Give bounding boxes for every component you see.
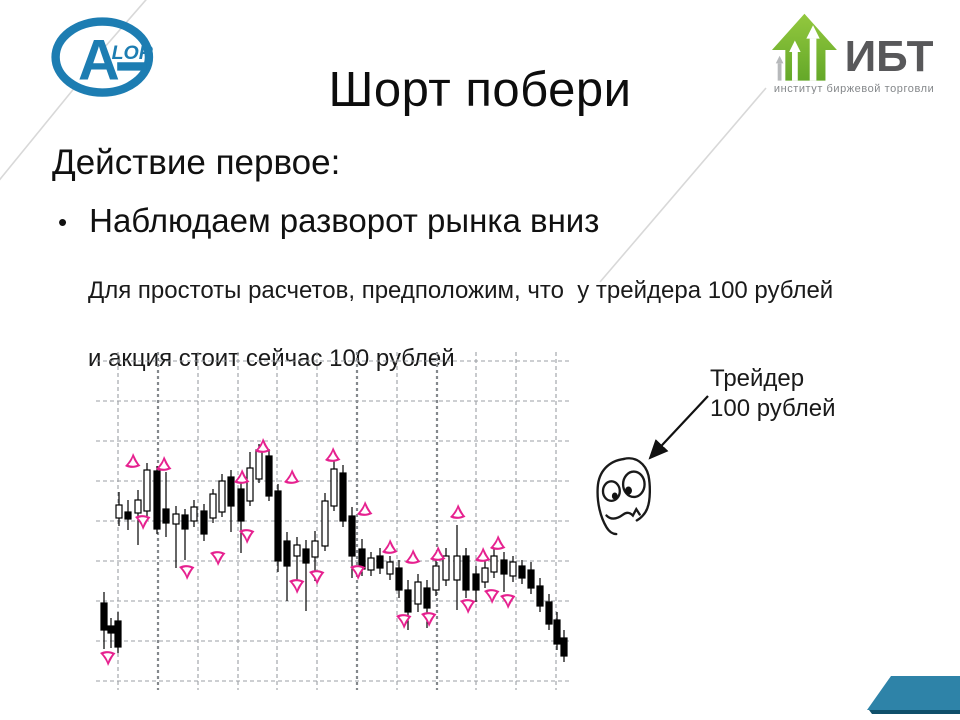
face-mouth [605, 506, 641, 520]
corner-accent-edge [869, 710, 960, 714]
face-outline-left [596, 457, 626, 536]
price-chart [90, 348, 575, 696]
annotation-line-1: Трейдер [710, 365, 805, 392]
corner-accent-shape [867, 676, 960, 710]
alor-logo-text: LOR [112, 42, 154, 64]
candlestick-chart-svg [96, 352, 572, 690]
alor-logo: A LOR [51, 17, 154, 97]
trader-face-drawing [596, 457, 651, 536]
annotation-arrow [648, 395, 709, 460]
annotation-line-2: 100 рублей [710, 395, 836, 422]
page-title: Шорт побери [328, 63, 632, 117]
ibt-logo-name: ИБТ [845, 32, 934, 81]
ibt-house-icon [771, 13, 837, 81]
body-line-2: и акция стоит сейчас 100 рублей [88, 345, 455, 372]
chart-candles [100, 444, 568, 662]
alor-logo-ring [51, 17, 154, 97]
alor-logo-letter: A [78, 28, 120, 92]
body-line-1: Для простоты расчетов, предположим, что … [88, 277, 834, 304]
face-outline-right [622, 457, 651, 522]
ibt-arrows-icon [775, 25, 820, 81]
section-heading: Действие первое: [52, 143, 341, 182]
bullet-icon: • [58, 207, 68, 237]
annotation-label: Трейдер 100 рублей [710, 364, 835, 424]
bullet-text: Наблюдаем разворот рынка вниз [89, 202, 600, 239]
face-left-eye [601, 480, 621, 503]
ibt-logo-subtitle: институт биржевой торговли [774, 83, 934, 94]
body-paragraph: Для простоты расчетов, предположим, что … [88, 274, 833, 376]
face-right-pupil [624, 486, 632, 495]
ibt-logo: ИБТ институт биржевой торговли [771, 13, 934, 94]
bullet-item: • Наблюдаем разворот рынка вниз [58, 202, 599, 242]
face-left-pupil [611, 492, 618, 500]
